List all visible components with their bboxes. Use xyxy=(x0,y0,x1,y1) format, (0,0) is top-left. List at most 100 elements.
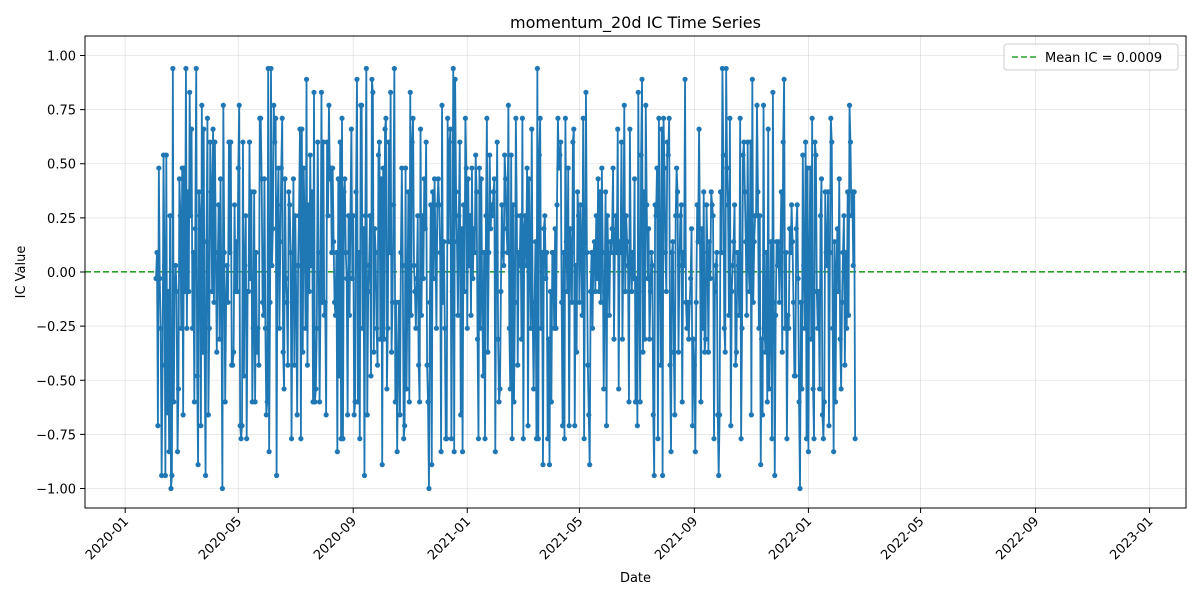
data-point xyxy=(807,165,813,171)
data-point xyxy=(515,362,521,368)
data-point xyxy=(360,226,367,232)
data-point xyxy=(697,239,703,245)
data-point xyxy=(413,325,419,331)
data-point xyxy=(386,139,392,145)
data-point xyxy=(468,312,474,318)
data-point xyxy=(412,288,418,295)
data-point xyxy=(416,362,422,368)
data-point xyxy=(851,189,857,195)
data-point xyxy=(207,139,213,145)
data-point xyxy=(419,213,425,219)
data-point xyxy=(687,299,693,305)
data-point xyxy=(168,485,174,492)
data-point xyxy=(371,349,377,355)
data-point xyxy=(383,115,389,121)
data-point xyxy=(714,249,720,256)
data-point xyxy=(159,472,165,479)
data-point xyxy=(573,262,579,269)
data-point xyxy=(474,189,480,195)
data-point xyxy=(390,202,397,208)
data-point xyxy=(647,288,654,295)
data-point xyxy=(321,312,327,318)
data-point xyxy=(196,189,202,195)
data-point xyxy=(313,386,319,392)
data-point xyxy=(531,299,538,305)
data-point xyxy=(548,399,554,405)
data-point xyxy=(225,299,231,305)
data-point xyxy=(406,399,412,405)
data-point xyxy=(404,288,411,295)
data-point xyxy=(197,213,203,219)
data-point xyxy=(535,436,541,442)
data-point xyxy=(639,76,645,82)
data-point xyxy=(459,226,465,232)
data-point xyxy=(269,262,275,269)
data-point xyxy=(577,202,583,208)
data-point xyxy=(362,213,368,219)
data-point xyxy=(812,139,818,145)
data-point xyxy=(779,349,785,355)
data-point xyxy=(329,249,335,256)
data-point xyxy=(663,288,669,295)
data-point xyxy=(198,423,204,429)
data-point xyxy=(742,189,748,195)
data-point xyxy=(342,176,348,182)
data-point xyxy=(589,325,596,331)
data-point xyxy=(235,165,241,171)
data-point xyxy=(680,249,686,256)
data-point xyxy=(831,449,837,455)
data-point xyxy=(400,262,406,269)
data-point xyxy=(740,152,746,158)
data-point xyxy=(272,139,278,145)
data-point xyxy=(648,249,654,256)
data-point xyxy=(166,449,172,455)
data-point xyxy=(289,275,296,282)
data-point xyxy=(213,249,219,256)
data-point xyxy=(486,249,492,256)
data-point xyxy=(323,412,329,418)
data-point xyxy=(396,299,402,305)
data-point xyxy=(670,239,676,245)
data-point xyxy=(259,299,266,305)
data-point xyxy=(729,288,735,295)
data-point xyxy=(539,249,545,256)
data-point xyxy=(491,176,497,182)
data-point xyxy=(424,362,430,368)
data-point xyxy=(675,349,682,355)
legend-box xyxy=(1003,43,1179,71)
data-point xyxy=(705,349,712,355)
data-point xyxy=(638,152,644,158)
data-point xyxy=(266,449,272,455)
data-point xyxy=(461,288,468,295)
data-point xyxy=(559,299,565,305)
data-point xyxy=(699,226,705,232)
data-point xyxy=(458,412,464,418)
data-point xyxy=(370,89,376,95)
data-point xyxy=(770,89,776,95)
data-point xyxy=(433,325,440,331)
data-point xyxy=(610,165,616,171)
y-tick-label: 0.00 xyxy=(47,266,76,281)
data-point xyxy=(254,349,260,355)
data-point xyxy=(217,176,224,182)
data-point xyxy=(637,399,643,405)
data-point xyxy=(349,275,355,282)
data-point xyxy=(312,399,318,405)
data-point xyxy=(843,249,849,256)
data-point xyxy=(587,462,593,468)
data-point xyxy=(188,126,195,132)
data-point xyxy=(379,462,385,468)
data-point xyxy=(636,288,642,295)
data-point xyxy=(162,472,168,479)
data-point xyxy=(391,65,397,72)
data-point xyxy=(676,262,683,269)
data-point xyxy=(595,176,601,182)
data-point xyxy=(188,213,194,219)
data-point xyxy=(620,249,626,256)
data-point xyxy=(633,275,640,282)
data-point xyxy=(592,288,598,295)
data-point xyxy=(546,462,553,468)
data-point xyxy=(552,226,558,232)
data-point xyxy=(236,102,242,108)
data-point xyxy=(766,386,772,392)
